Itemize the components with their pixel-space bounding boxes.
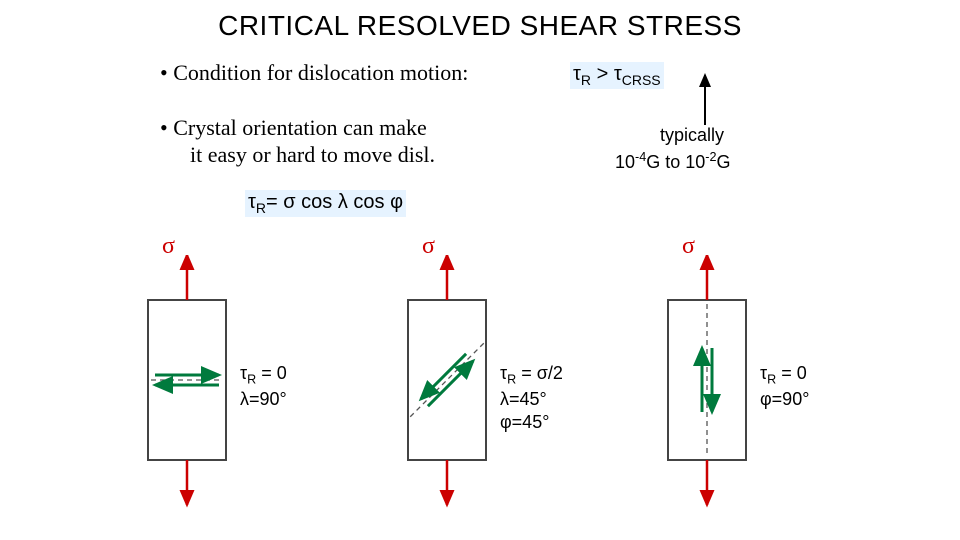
diagram-1: στR = 0λ=90° [120, 255, 360, 535]
bullet-condition: • Condition for dislocation motion: [160, 60, 468, 86]
condition-inequality: τR > τCRSS [570, 62, 664, 89]
note-typically: typically [660, 125, 724, 146]
diagram-annotation: τR = 0φ=90° [760, 362, 809, 411]
sigma-label: σ [682, 233, 695, 260]
sigma-label: σ [422, 233, 435, 260]
diagram-2: στR = σ/2λ=45°φ=45° [380, 255, 620, 535]
diagram-annotation: τR = σ/2λ=45°φ=45° [500, 362, 563, 433]
note-range: 10-4G to 10-2G [615, 150, 731, 173]
page-title: CRITICAL RESOLVED SHEAR STRESS [0, 10, 960, 42]
sigma-label: σ [162, 233, 175, 260]
diagram-3: στR = 0φ=90° [640, 255, 880, 535]
bullet-orientation-2: it easy or hard to move disl. [190, 142, 435, 168]
equation: τR= σ cos λ cos φ [245, 190, 406, 217]
diagram-area: στR = 0λ=90°στR = σ/2λ=45°φ=45°στR = 0φ=… [120, 255, 940, 535]
diagram-annotation: τR = 0λ=90° [240, 362, 287, 411]
bullet-orientation-1: • Crystal orientation can make [160, 115, 427, 141]
slide: CRITICAL RESOLVED SHEAR STRESS • Conditi… [0, 0, 960, 540]
